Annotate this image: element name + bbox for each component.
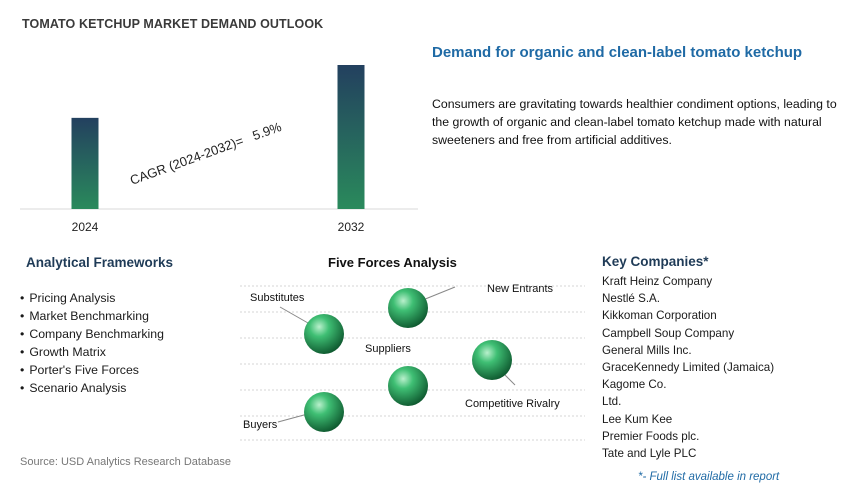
list-item: Nestlé S.A. [602,292,660,306]
list-item: General Mills Inc. [602,343,692,357]
list-item: Kikkoman Corporation [602,309,717,323]
demand-description: Consumers are gravitating towards health… [432,97,837,147]
label-competitive-rivalry: Competitive Rivalry [465,398,560,410]
five-forces-title: Five Forces Analysis [328,255,457,270]
frameworks-list: Pricing Analysis Market Benchmarking Com… [20,289,164,397]
bar-2032 [337,65,365,209]
sphere-new-entrants [388,288,428,328]
list-item: Scenario Analysis [20,379,164,397]
demand-heading: Demand for organic and clean-label tomat… [432,44,803,61]
label-suppliers: Suppliers [365,343,411,355]
label-substitutes: Substitutes [250,292,305,304]
label-buyers: Buyers [243,419,278,431]
x-tick-2032: 2032 [338,220,365,234]
list-item: Kraft Heinz Company [602,275,713,288]
label-new-entrants: New Entrants [487,283,554,295]
list-item: Tate and Lyle PLC [602,447,697,461]
x-tick-2024: 2024 [72,220,99,234]
frameworks-title: Analytical Frameworks [26,255,174,270]
list-item: Premier Foods plc. [602,429,700,443]
source-note: Source: USD Analytics Research Database [20,456,231,468]
five-forces-diagram: Substitutes New Entrants Suppliers Compe… [240,283,585,441]
list-item: Porter's Five Forces [20,361,164,379]
demand-bar-chart: 2024 2032 CAGR (2024-2032)= 5.9% [20,65,418,234]
bar-2024 [71,117,99,209]
list-item: Kagome Co. [602,378,667,392]
page-title: TOMATO KETCHUP MARKET DEMAND OUTLOOK [22,17,324,31]
list-item: Company Benchmarking [20,325,164,343]
full-list-note: *- Full list available in report [638,471,780,483]
sphere-competitive-rivalry [472,340,512,380]
list-item: Campbell Soup Company [602,326,735,340]
list-item: Lee Kum Kee [602,412,673,426]
key-companies-list: Kraft Heinz Company Nestlé S.A. Kikkoman… [602,273,774,462]
list-item: Ltd. [602,395,622,409]
sphere-suppliers [388,366,428,406]
cagr-annotation: CAGR (2024-2032)= 5.9% [128,119,284,188]
sphere-substitutes [304,314,344,354]
key-companies-title: Key Companies* [602,254,709,269]
list-item: Market Benchmarking [20,307,164,325]
sphere-buyers [304,392,344,432]
list-item: GraceKennedy Limited (Jamaica) [602,361,775,375]
list-item: Growth Matrix [20,343,164,361]
list-item: Pricing Analysis [20,289,164,307]
